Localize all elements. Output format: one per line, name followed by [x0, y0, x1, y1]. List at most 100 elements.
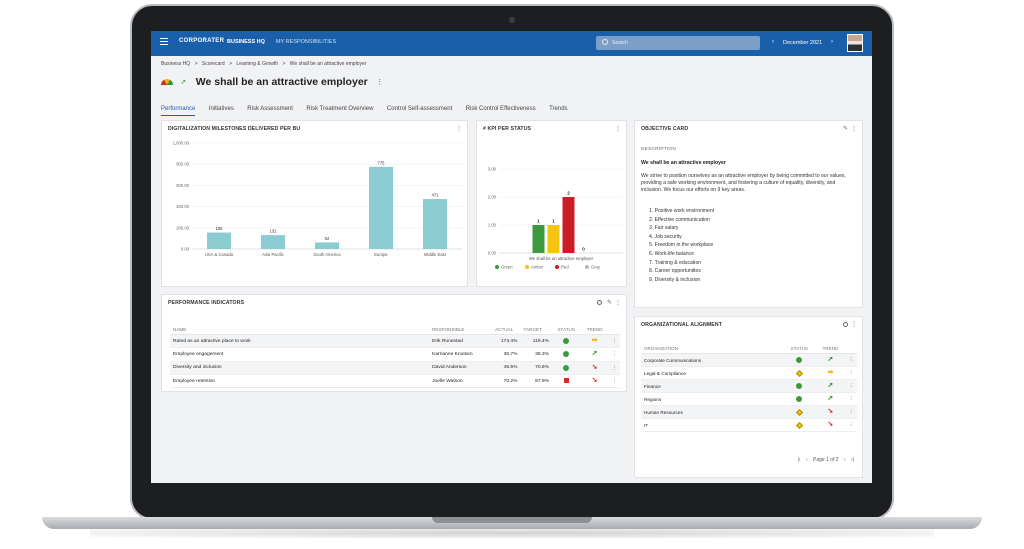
performance-indicators-body: Rated as an attractive place to work Erik…	[170, 334, 620, 389]
logo[interactable]: CORPORATER	[179, 38, 225, 44]
nav-business-hq[interactable]: BUSINESS HQ	[227, 39, 265, 45]
row-more-options-icon[interactable]: ⋮	[608, 347, 620, 362]
tab-risk-assessment[interactable]: Risk Assessment	[247, 106, 293, 112]
bar-value-label: 131	[270, 229, 278, 234]
table-row[interactable]: Human Resources ➘ ⋮	[641, 405, 857, 419]
table-row[interactable]: Employee engagement Karrianne Knutsen 36.7…	[170, 347, 620, 362]
indicator-trend: ➘	[580, 374, 609, 389]
laptop-notch	[432, 517, 592, 523]
table-row[interactable]: Rated as an attractive place to work Erik…	[170, 334, 620, 349]
last-page-icon[interactable]: ›|	[851, 457, 854, 463]
objective-heading: We shall be an attractive employer	[641, 160, 726, 166]
indicator-status	[551, 374, 581, 389]
table-row[interactable]: Diversity and inclusion David Anderson 45.…	[170, 361, 620, 375]
prev-page-icon[interactable]: ‹	[805, 457, 808, 463]
table-row[interactable]: Regions ➚ ⋮	[641, 392, 857, 406]
breadcrumb: Business HQ > Scorecard > Learning & Gro…	[161, 61, 369, 67]
trend-down-icon: ➘	[591, 376, 598, 384]
breadcrumb-learning-growth[interactable]: Learning & Growth	[236, 61, 279, 67]
kpi-status-card-title: # KPI PER STATUS	[483, 126, 532, 132]
y-tick-label: 0.00	[181, 247, 190, 252]
row-more-options-icon[interactable]: ⋮	[845, 379, 857, 393]
organization-name: Finance	[641, 379, 784, 393]
avatar[interactable]	[847, 34, 863, 52]
trend-up-icon: ➚	[591, 350, 598, 358]
chevron-right-icon[interactable]: ›	[831, 39, 833, 45]
chevron-left-icon[interactable]: ‹	[772, 39, 774, 45]
y-tick-label: 1,000.00	[173, 141, 190, 146]
more-options-icon[interactable]: ⋮	[615, 126, 621, 132]
edit-icon[interactable]: ✎	[842, 126, 848, 132]
tab-control-self-assessment[interactable]: Control Self-assessment	[386, 106, 453, 112]
organization-trend: ➚	[814, 392, 846, 406]
bar-value-label: 2	[567, 191, 570, 196]
col-actual[interactable]: ACTUAL	[492, 325, 521, 335]
organization-status	[783, 379, 815, 393]
period-selector[interactable]: December 2021	[783, 39, 823, 46]
breadcrumb-scorecard[interactable]: Scorecard	[201, 61, 225, 67]
tab-risk-control-effectiveness[interactable]: Risk Control Effectiveness	[465, 106, 536, 112]
table-row[interactable]: Employee retention Joelle Watson 70.2% 87.9…	[170, 374, 620, 389]
col-organization[interactable]: ORGANIZATION	[641, 344, 784, 354]
app-screen: CORPORATER BUSINESS HQ MY RESPONSIBILITI…	[151, 31, 872, 483]
more-options-icon[interactable]: ⋮	[851, 126, 857, 132]
edit-icon[interactable]: ✎	[606, 300, 612, 306]
more-options-icon[interactable]: ⋮	[615, 300, 621, 306]
organization-status	[783, 392, 815, 406]
row-more-options-icon[interactable]: ⋮	[608, 361, 620, 375]
tab-trends[interactable]: Trends	[549, 106, 568, 112]
y-tick-label: 1.00	[488, 223, 497, 228]
organization-trend: ➘	[814, 405, 846, 419]
col-name[interactable]: NAME	[170, 325, 430, 335]
next-page-icon[interactable]: ›	[843, 457, 846, 463]
breadcrumb-separator: >	[194, 61, 198, 67]
indicator-status	[551, 334, 581, 349]
kpi-status-bar-chart: 0.00 1.00 2.00 3.00 1 1 2 0 We shall be an attra…	[488, 167, 623, 270]
search-icon[interactable]	[597, 300, 602, 305]
col-trend[interactable]: TREND	[580, 325, 609, 335]
col-trend[interactable]: TREND	[814, 344, 846, 354]
indicator-trend: ➡	[580, 334, 609, 349]
objective-description: We strive to position ourselves as an at…	[641, 173, 846, 193]
col-responsible[interactable]: RESPONSIBLE	[429, 325, 493, 335]
menu-icon[interactable]	[160, 38, 168, 45]
row-more-options-icon[interactable]: ⋮	[845, 418, 857, 432]
milestones-card-title: DIGITALIZATION MILESTONES DELIVERED PER …	[168, 126, 301, 132]
table-row[interactable]: Finance ➚ ⋮	[641, 379, 857, 393]
table-row[interactable]: Legal & Compliance ➡ ⋮	[641, 366, 857, 380]
more-options-icon[interactable]: ⋮	[456, 126, 462, 132]
col-target[interactable]: TARGET	[520, 325, 552, 335]
table-row[interactable]: Corporate Communications ➚ ⋮	[641, 353, 857, 367]
more-options-icon[interactable]: ⋮	[376, 78, 384, 86]
search-input[interactable]: Search	[596, 36, 760, 50]
webcam-icon	[509, 17, 515, 23]
col-status[interactable]: STATUS	[551, 325, 581, 335]
row-more-options-icon[interactable]: ⋮	[845, 392, 857, 406]
status-amber-icon	[795, 408, 803, 416]
col-status[interactable]: STATUS	[783, 344, 815, 354]
trend-up-icon: ➚	[827, 356, 834, 363]
search-icon[interactable]	[843, 322, 848, 327]
key-areas-list: 1. Positive work environment 2. Effective…	[649, 207, 714, 284]
tab-risk-treatment-overview[interactable]: Risk Treatment Overview	[306, 106, 374, 112]
status-green-icon	[563, 364, 570, 371]
first-page-icon[interactable]: |‹	[797, 457, 801, 463]
nav-my-responsibilities[interactable]: MY RESPONSIBILITIES	[276, 39, 337, 45]
trend-down-icon: ➘	[591, 363, 598, 371]
key-area-item: 8. Career opportunities	[649, 268, 701, 275]
row-more-options-icon[interactable]: ⋮	[608, 374, 620, 389]
breadcrumb-business-hq[interactable]: Business HQ	[161, 61, 191, 67]
row-more-options-icon[interactable]: ⋮	[608, 334, 620, 349]
row-more-options-icon[interactable]: ⋮	[845, 366, 857, 380]
indicator-responsible: Joelle Watson	[429, 374, 493, 389]
row-more-options-icon[interactable]: ⋮	[845, 353, 857, 367]
bar-value-label: 1	[552, 219, 555, 224]
y-tick-label: 0.00	[488, 251, 497, 256]
tab-performance[interactable]: Performance	[161, 106, 196, 116]
table-row[interactable]: IT ➘ ⋮	[641, 418, 857, 432]
status-amber-icon	[795, 421, 803, 429]
more-options-icon[interactable]: ⋮	[851, 322, 857, 328]
tab-initiatives[interactable]: Initiatives	[208, 106, 234, 112]
row-more-options-icon[interactable]: ⋮	[845, 405, 857, 419]
